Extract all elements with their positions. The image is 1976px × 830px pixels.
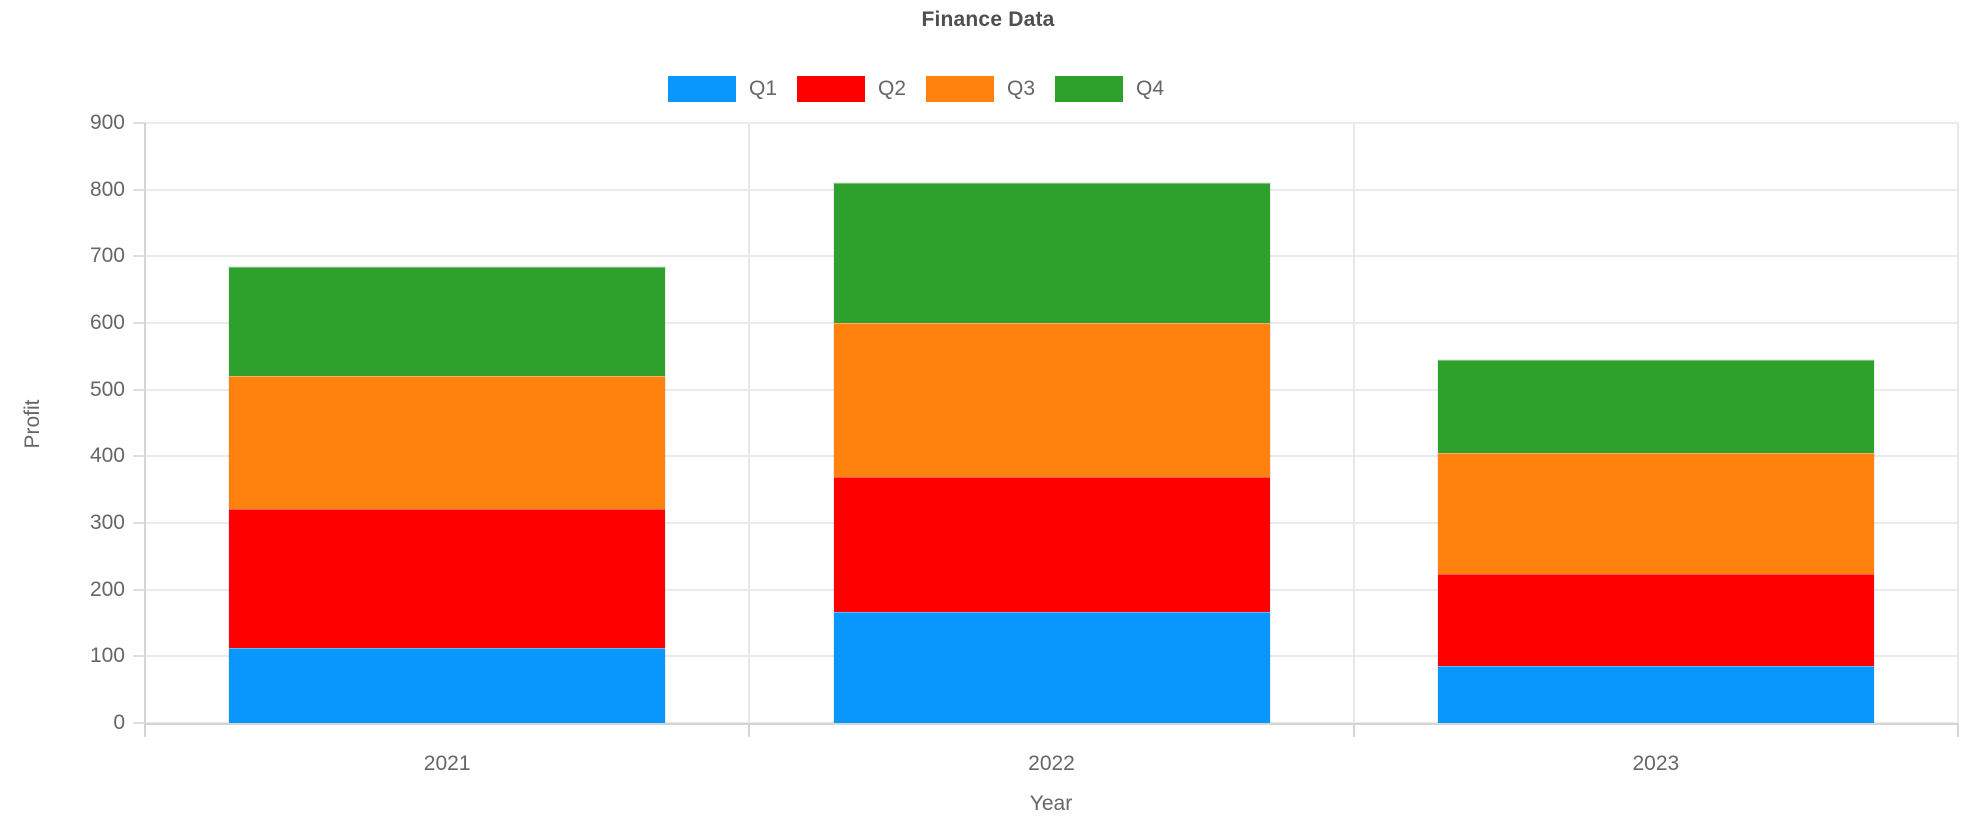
bar-2021-q4-segment[interactable] <box>229 267 666 376</box>
bar-2023-q3-segment[interactable] <box>1437 452 1874 574</box>
y-tick-label: 100 <box>89 644 125 668</box>
y-tick-label: 200 <box>89 577 125 601</box>
y-tickmark <box>133 522 145 524</box>
bar-2023-q4-segment[interactable] <box>1437 360 1874 453</box>
chart-title: Finance Data <box>921 8 1055 31</box>
y-tick-label: 800 <box>89 177 125 201</box>
x-tick-label-2022: 2022 <box>1028 752 1075 775</box>
legend-swatch-q2 <box>797 76 866 102</box>
y-tickmark <box>133 388 145 391</box>
y-tickmark <box>133 188 145 191</box>
legend-item-q1[interactable]: Q1 <box>668 76 777 102</box>
bar-2022-q2-segment[interactable] <box>833 477 1270 612</box>
y-tick-label: 300 <box>89 511 125 534</box>
bar-stack-2021 <box>228 266 667 724</box>
bar-2021-q1-segment[interactable] <box>229 647 666 723</box>
y-tick-label: 0 <box>113 711 125 734</box>
y-axis-title: Profit <box>21 399 44 449</box>
y-tickmark <box>133 588 145 591</box>
y-tickmark <box>133 655 145 658</box>
legend-swatch-q3 <box>926 76 995 102</box>
legend-label: Q2 <box>878 77 907 100</box>
y-tick-label: 600 <box>89 311 125 334</box>
y-tickmark <box>133 122 145 124</box>
y-tick-label: 500 <box>89 377 125 401</box>
bar-2022-q3-segment[interactable] <box>833 323 1270 477</box>
bar-2021-q2-segment[interactable] <box>229 509 666 648</box>
legend-label: Q4 <box>1136 77 1165 100</box>
panel-separator <box>1957 123 1959 723</box>
bar-stack-2023 <box>1436 359 1875 724</box>
legend-label: Q3 <box>1007 77 1036 100</box>
legend: Q1 Q2 Q3 Q4 <box>668 76 1164 102</box>
legend-item-q2[interactable]: Q2 <box>797 76 906 102</box>
y-tickmark <box>133 255 145 258</box>
gridline-y-900 <box>145 122 1958 124</box>
legend-swatch-q4 <box>1055 76 1124 102</box>
bar-2021-q3-segment[interactable] <box>229 375 666 509</box>
x-tickmark <box>1352 723 1355 737</box>
bar-stack-2022 <box>832 182 1271 724</box>
legend-item-q3[interactable]: Q3 <box>926 76 1035 102</box>
panel-separator <box>1352 123 1355 723</box>
bar-2023-q2-segment[interactable] <box>1437 573 1874 667</box>
legend-label: Q1 <box>749 77 778 100</box>
x-axis-title: Year <box>1029 792 1073 815</box>
y-tick-label: 700 <box>89 244 125 268</box>
panel-separator <box>748 123 751 723</box>
bar-2023-q1-segment[interactable] <box>1437 666 1874 723</box>
bar-2022-q1-segment[interactable] <box>833 611 1270 723</box>
y-tickmark <box>133 322 145 324</box>
x-tick-label-2021: 2021 <box>423 752 471 775</box>
legend-item-q4[interactable]: Q4 <box>1055 76 1164 102</box>
y-tickmark <box>133 722 145 724</box>
y-tick-label: 400 <box>89 444 125 468</box>
x-tickmark <box>748 723 751 737</box>
bar-2022-q4-segment[interactable] <box>833 183 1270 323</box>
x-tickmark <box>1957 723 1959 737</box>
legend-swatch-q1 <box>668 76 736 102</box>
x-axis-line <box>145 723 1958 725</box>
x-tick-label-2023: 2023 <box>1632 752 1680 775</box>
y-axis-line <box>144 123 146 737</box>
y-tick-label: 900 <box>89 111 125 134</box>
y-tickmark <box>133 455 145 458</box>
